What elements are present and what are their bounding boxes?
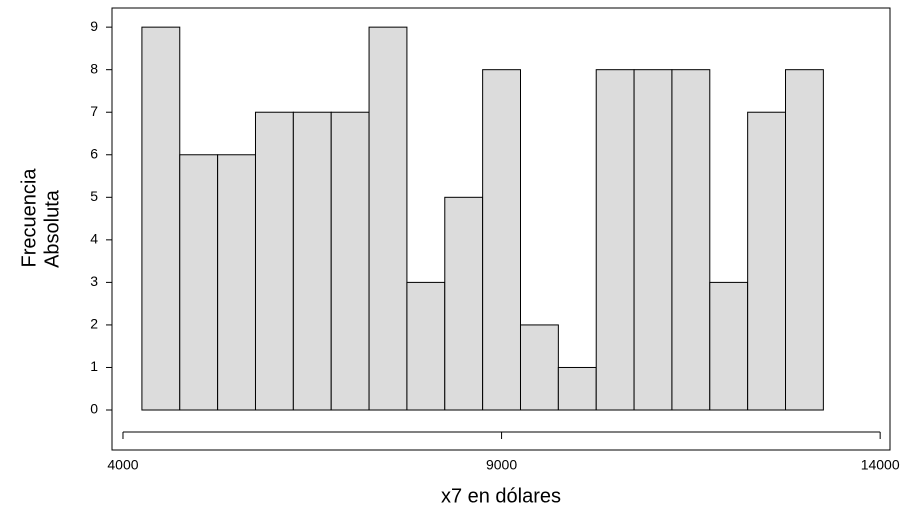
y-tick-label: 7 (90, 103, 98, 119)
bar (595, 69, 635, 411)
bar (217, 154, 256, 411)
y-tick-label: 6 (90, 145, 98, 161)
bar (179, 154, 219, 411)
x-axis-title: x7 en dólares (441, 485, 561, 507)
y-axis-title: Frecuencia (18, 168, 40, 268)
y-tick-label: 2 (90, 316, 98, 332)
y-tick-label: 9 (90, 18, 98, 34)
bar (747, 111, 787, 411)
bar (709, 281, 749, 411)
x-tick-label: 14000 (861, 457, 900, 473)
bar (785, 69, 824, 411)
y-tick-label: 1 (90, 358, 98, 374)
y-tick-label: 4 (90, 231, 98, 247)
bar (671, 69, 711, 411)
y-tick-label: 3 (90, 273, 98, 289)
bar (330, 111, 370, 411)
bar (292, 111, 332, 411)
y-axis-title: Absoluta (41, 189, 63, 268)
bar (254, 111, 294, 411)
bar (557, 366, 597, 411)
bar (368, 26, 408, 411)
bar (519, 324, 559, 411)
bar (406, 281, 446, 411)
y-tick-label: 8 (90, 60, 98, 76)
bar (141, 26, 181, 411)
bar (633, 69, 673, 411)
x-tick-label: 4000 (107, 457, 138, 473)
bar (444, 196, 484, 411)
bar (482, 69, 521, 411)
y-tick-label: 0 (90, 401, 98, 417)
x-tick-label: 9000 (486, 457, 517, 473)
y-tick-label: 5 (90, 188, 98, 204)
